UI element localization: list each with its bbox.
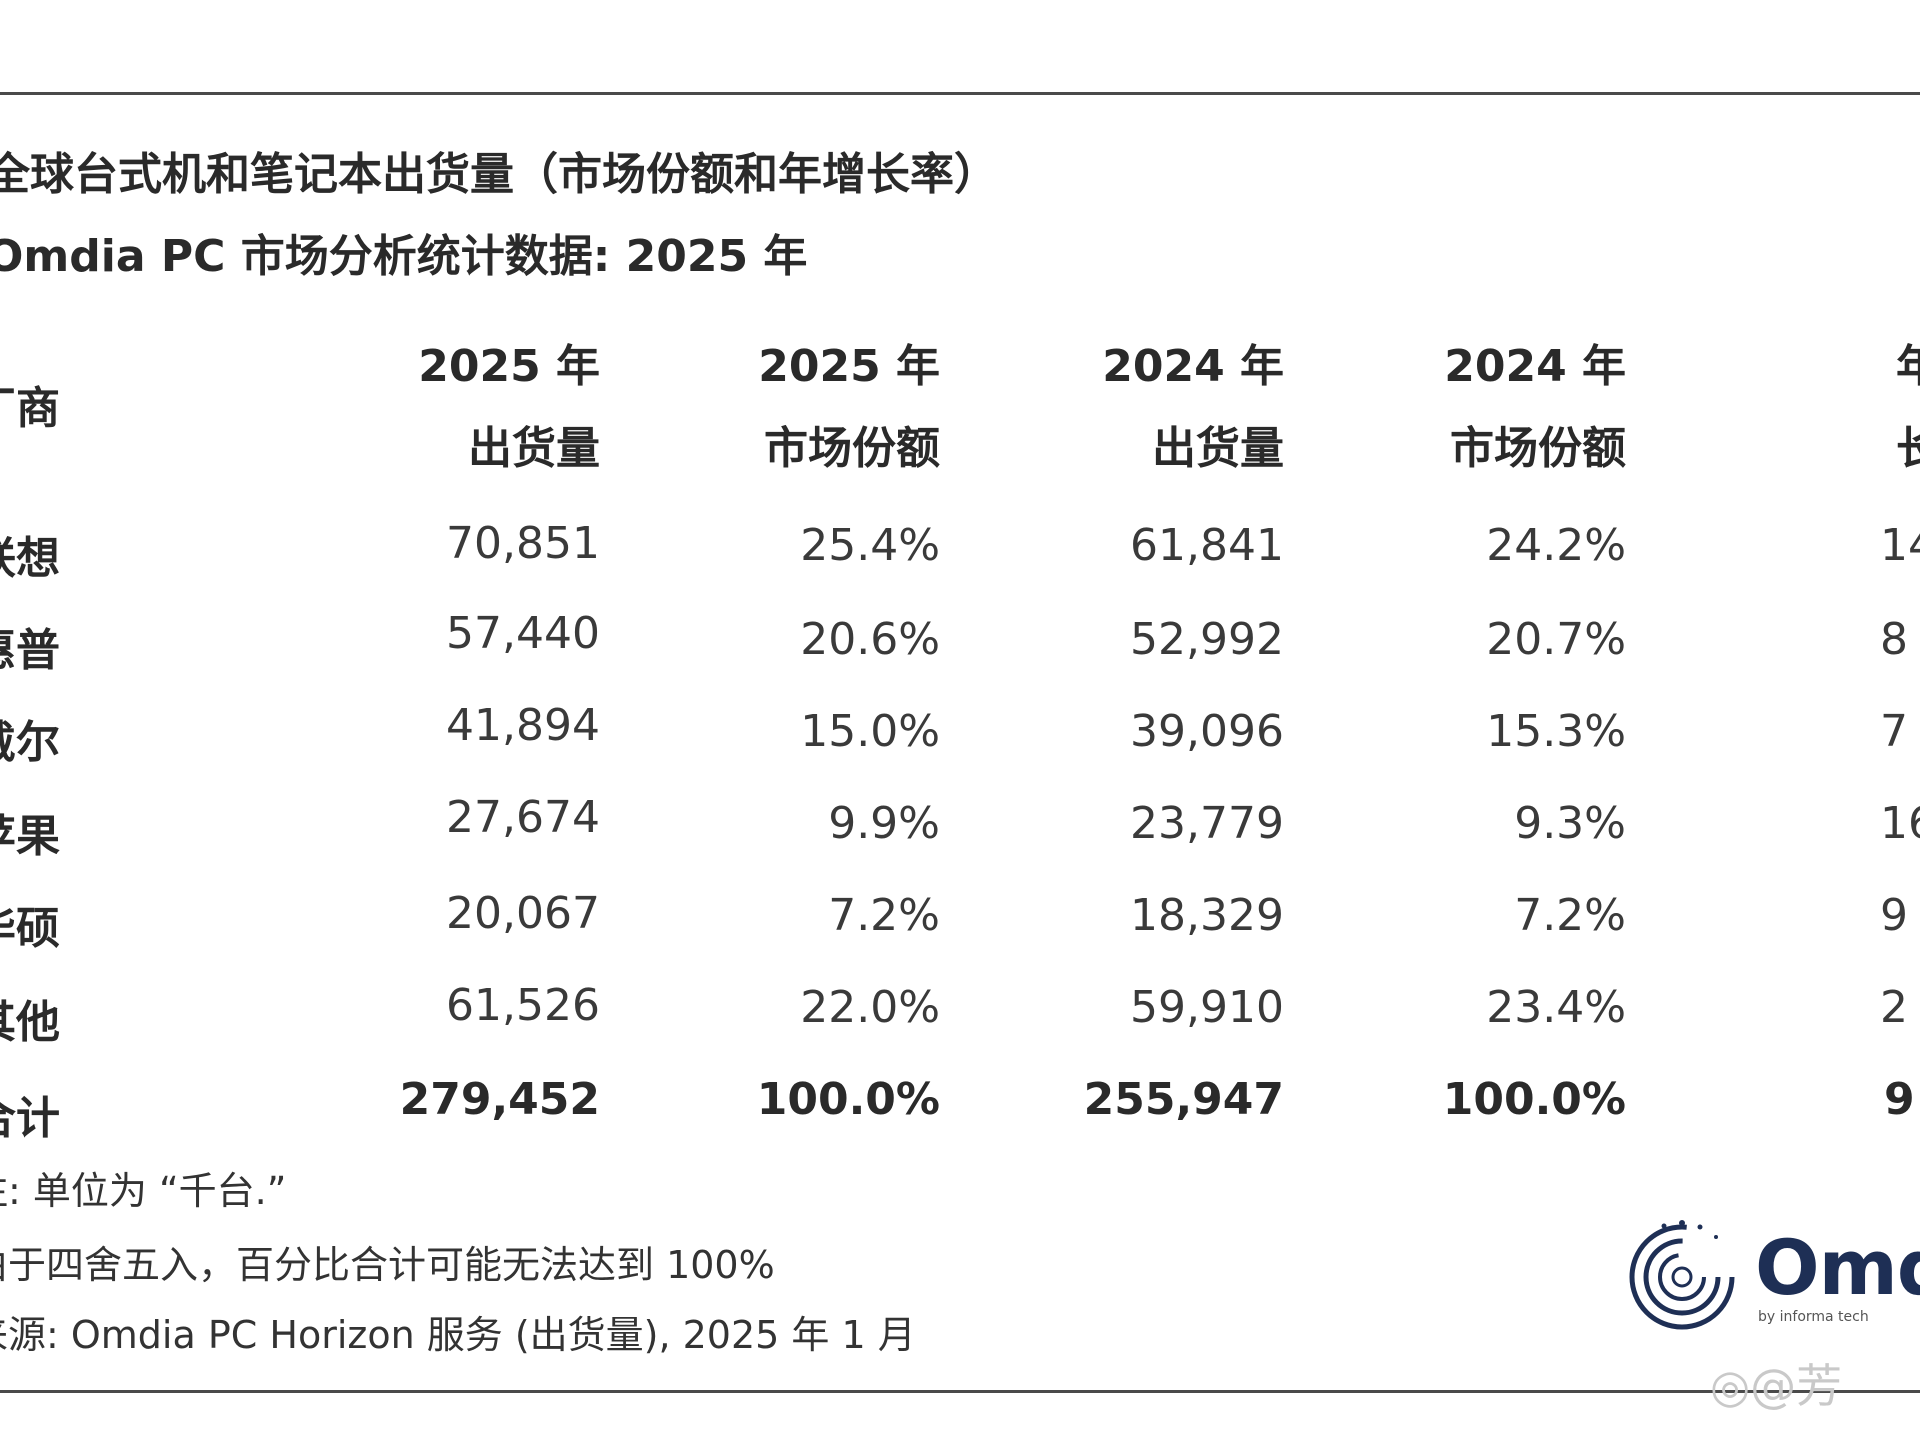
- logo-wordmark: Omdia: [1755, 1223, 1920, 1312]
- vendor-name: 联想: [0, 533, 60, 584]
- growth: 7: [1880, 706, 1908, 757]
- share-2025: 22.0%: [800, 982, 940, 1033]
- header-col3-year: 2024 年: [1102, 341, 1284, 392]
- header-col3-label: 出货量: [1152, 423, 1284, 474]
- header-col4-label: 市场份额: [1450, 423, 1626, 474]
- header-col5-year: 年: [1896, 341, 1920, 392]
- total-growth: 9: [1884, 1074, 1915, 1125]
- vendor-name: 华硕: [0, 903, 60, 954]
- note-source: 来源: Omdia PC Horizon 服务 (出货量), 2025 年 1 …: [0, 1313, 916, 1357]
- share-2024: 15.3%: [1486, 706, 1626, 757]
- share-2024: 7.2%: [1514, 890, 1626, 941]
- total-share-2024: 100.0%: [1442, 1074, 1626, 1125]
- total-shipments-2025: 279,452: [399, 1074, 600, 1125]
- bottom-divider: [0, 1390, 1920, 1393]
- shipments-2024: 61,841: [1130, 520, 1284, 571]
- share-2024: 23.4%: [1486, 982, 1626, 1033]
- total-share-2025: 100.0%: [756, 1074, 940, 1125]
- share-2024: 20.7%: [1486, 614, 1626, 665]
- header-col1-label: 出货量: [468, 423, 600, 474]
- shipments-2024: 23,779: [1130, 798, 1284, 849]
- shipments-2025: 57,440: [446, 608, 600, 659]
- total-shipments-2024: 255,947: [1083, 1074, 1284, 1125]
- shipments-2024: 39,096: [1130, 706, 1284, 757]
- header-col1-year: 2025 年: [418, 341, 600, 392]
- shipments-2025: 27,674: [446, 792, 600, 843]
- vendor-name: 戴尔: [0, 717, 60, 768]
- omdia-swirl-icon: [1629, 1220, 1735, 1330]
- weibo-watermark: ◎@芳: [1710, 1350, 1842, 1416]
- table-title: 全球台式机和笔记本出货量（市场份额和年增长率）: [0, 149, 998, 200]
- vendor-name: 其他: [0, 997, 60, 1048]
- shipments-2025: 41,894: [446, 700, 600, 751]
- growth: 8: [1880, 614, 1908, 665]
- growth: 2: [1880, 982, 1908, 1033]
- note-units: 注: 单位为 “千台.”: [0, 1169, 287, 1213]
- share-2024: 9.3%: [1514, 798, 1626, 849]
- shipments-2025: 61,526: [446, 980, 600, 1031]
- growth: 9: [1880, 890, 1908, 941]
- header-col4-year: 2024 年: [1444, 341, 1626, 392]
- shipments-2025: 70,851: [446, 518, 600, 569]
- shipments-2024: 52,992: [1130, 614, 1284, 665]
- share-2025: 9.9%: [828, 798, 940, 849]
- shipments-2024: 18,329: [1130, 890, 1284, 941]
- header-col5-label: 长: [1896, 423, 1920, 474]
- weibo-icon: ◎: [1710, 1359, 1751, 1413]
- total-label: 合计: [0, 1093, 60, 1144]
- omdia-logo: Omdia by informa tech: [1620, 1215, 1920, 1335]
- note-rounding: 由于四舍五入，百分比合计可能无法达到 100%: [0, 1243, 775, 1287]
- share-2024: 24.2%: [1486, 520, 1626, 571]
- share-2025: 7.2%: [828, 890, 940, 941]
- shipments-2024: 59,910: [1130, 982, 1284, 1033]
- share-2025: 25.4%: [800, 520, 940, 571]
- header-vendor: 厂商: [0, 383, 60, 434]
- top-divider: [0, 92, 1920, 95]
- header-col2-label: 市场份额: [764, 423, 940, 474]
- header-col2-year: 2025 年: [758, 341, 940, 392]
- table-subtitle: Omdia PC 市场分析统计数据: 2025 年: [0, 231, 808, 282]
- growth: 14: [1880, 520, 1920, 571]
- vendor-name: 苹果: [0, 811, 60, 862]
- logo-tagline: by informa tech: [1758, 1309, 1869, 1325]
- share-2025: 20.6%: [800, 614, 940, 665]
- vendor-name: 惠普: [0, 625, 60, 676]
- shipments-2025: 20,067: [446, 888, 600, 939]
- watermark-text: @芳: [1750, 1359, 1843, 1413]
- growth: 16: [1880, 798, 1920, 849]
- share-2025: 15.0%: [800, 706, 940, 757]
